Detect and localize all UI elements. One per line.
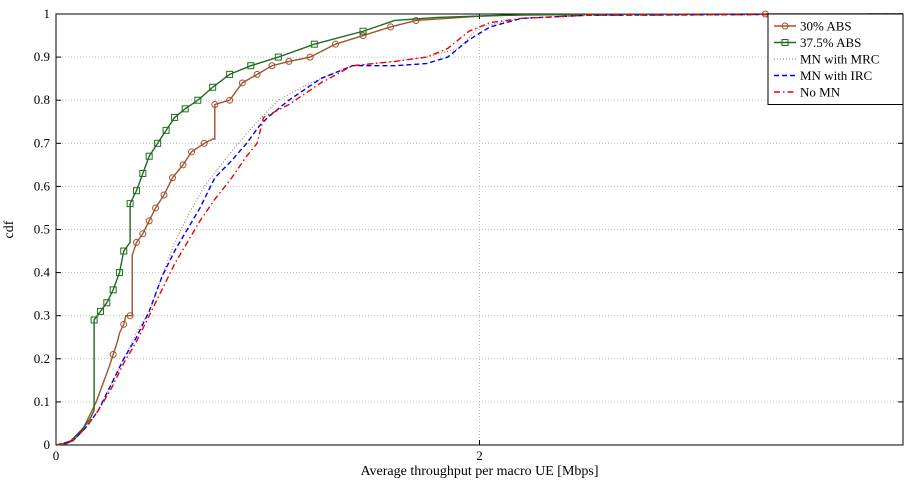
series-marker <box>109 286 117 294</box>
series-marker <box>145 152 153 160</box>
series-marker <box>152 204 160 212</box>
series-marker <box>387 23 395 31</box>
series-marker <box>268 62 276 70</box>
series-marker <box>194 96 202 104</box>
series-marker <box>168 174 176 182</box>
series-marker <box>179 161 187 169</box>
legend-box <box>767 13 904 105</box>
series-marker <box>160 191 168 199</box>
series-0 <box>55 10 903 446</box>
legend-marker <box>781 39 789 46</box>
series-line <box>55 13 904 446</box>
series-marker <box>145 217 153 225</box>
series-marker <box>120 247 128 255</box>
x-tick-label: 0 <box>53 448 60 463</box>
legend-label: MN with MRC <box>800 52 879 67</box>
series-marker <box>90 316 98 324</box>
x-axis-title: Average throughput per macro UE [Mbps] <box>360 464 598 479</box>
y-tick-label: 0.3 <box>34 308 50 323</box>
y-tick-label: 0.8 <box>34 92 50 107</box>
legend-marker <box>781 22 789 30</box>
series-marker <box>139 230 147 238</box>
x-tick-label: 2 <box>476 448 483 463</box>
series-marker <box>126 200 134 208</box>
legend-label: MN with IRC <box>800 68 872 83</box>
series-marker <box>332 40 340 48</box>
series-marker <box>181 105 189 113</box>
series-layer <box>55 10 904 446</box>
series-line <box>55 13 904 446</box>
series-marker <box>285 57 293 65</box>
y-tick-label: 0.4 <box>34 265 51 280</box>
series-marker <box>188 148 196 156</box>
series-marker <box>132 187 140 195</box>
grid <box>56 14 903 445</box>
y-axis-title: cdf <box>2 220 17 238</box>
y-tick-label: 0.2 <box>34 351 50 366</box>
series-marker <box>109 350 117 358</box>
series-1 <box>55 13 904 446</box>
y-tick-label: 0.5 <box>34 222 50 237</box>
series-marker <box>359 32 367 40</box>
series-marker <box>154 139 162 147</box>
axes: 0 0.1 0.2 0.3 0.4 0.5 0.6 0.7 0.8 0.9 1 0 2 <box>34 6 904 463</box>
series-marker <box>247 62 255 70</box>
series-marker <box>120 320 128 328</box>
series-marker <box>116 269 124 277</box>
series-4 <box>55 13 904 446</box>
series-marker <box>103 299 111 307</box>
series-marker <box>412 16 420 24</box>
series-marker <box>132 238 140 246</box>
series-marker <box>126 312 134 320</box>
y-tick-label: 0 <box>44 437 51 452</box>
series-marker <box>96 307 104 315</box>
series-marker <box>310 40 318 48</box>
series-marker <box>226 96 234 104</box>
series-marker <box>253 70 261 78</box>
y-tick-label: 1 <box>44 6 51 21</box>
series-marker <box>162 126 170 134</box>
y-tick-label: 0.9 <box>34 49 50 64</box>
series-marker <box>306 53 314 61</box>
legend-label: 30% ABS <box>800 19 852 34</box>
series-marker <box>211 101 219 109</box>
series-marker <box>359 27 367 35</box>
y-tick-label: 0.1 <box>34 394 50 409</box>
series-marker <box>200 139 208 147</box>
y-tick-label: 0.7 <box>34 135 51 150</box>
series-marker <box>171 113 179 121</box>
series-marker <box>139 169 147 177</box>
legend-label: 37.5% ABS <box>800 35 861 50</box>
series-marker <box>274 53 282 61</box>
series-marker <box>238 79 246 87</box>
series-3 <box>55 13 904 446</box>
series-line <box>55 13 903 446</box>
series-marker <box>209 83 217 91</box>
series-line <box>55 13 904 446</box>
series-marker <box>226 70 234 78</box>
y-tick-label: 0.6 <box>34 178 51 193</box>
legend-label: No MN <box>800 85 841 100</box>
